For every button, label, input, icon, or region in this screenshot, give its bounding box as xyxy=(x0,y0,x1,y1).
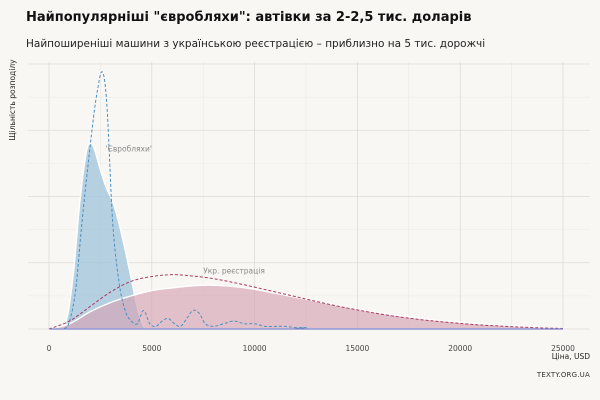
annotation-eurobliakhy: 'Євробляхи' xyxy=(106,144,152,153)
axes: Ціна, USD Щільність розподілу xyxy=(8,59,590,361)
annotation-ukr-registration: Укр. реєстрація xyxy=(203,266,265,275)
x-tick-label: 0 xyxy=(47,344,52,353)
series-ukr-registration-dashed xyxy=(48,274,564,330)
x-tick-label: 15000 xyxy=(345,344,369,353)
x-tick-label: 5000 xyxy=(142,344,161,353)
chart-title: Найпопулярніші "євробляхи": автівки за 2… xyxy=(26,10,472,25)
x-tick-label: 20000 xyxy=(448,344,472,353)
x-tick-label: 10000 xyxy=(243,344,267,353)
series-eurobliakhy-dashed xyxy=(49,71,563,330)
chart-subtitle: Найпоширеніші машини з українською реєст… xyxy=(26,38,486,50)
x-tick-labels: 0 5000 10000 15000 20000 25000 xyxy=(47,344,576,353)
x-axis-label: Ціна, USD xyxy=(552,352,590,361)
source-credit: TEXTY.ORG.UA xyxy=(536,371,590,379)
annotations: 'Євробляхи' Укр. реєстрація xyxy=(106,144,265,275)
x-tick-label: 25000 xyxy=(551,344,575,353)
y-axis-label: Щільність розподілу xyxy=(8,59,17,141)
series-layer xyxy=(48,71,564,330)
